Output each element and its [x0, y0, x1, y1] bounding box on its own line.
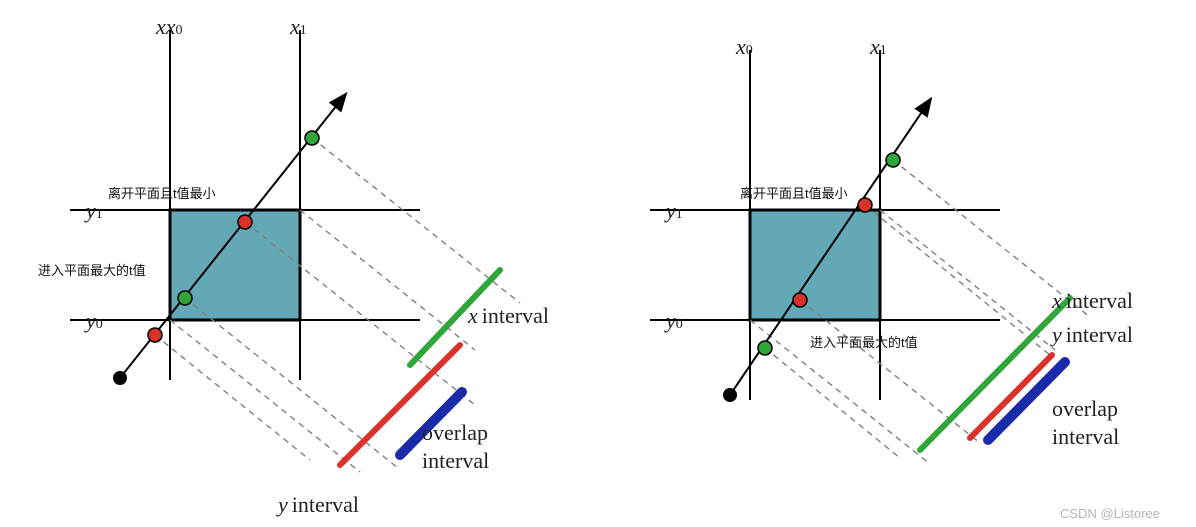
right-exit-annotation: 离开平面且t值最小: [740, 183, 848, 202]
watermark: CSDN @Listoree: [1060, 506, 1160, 521]
right-x0-letter: x: [736, 34, 746, 59]
left-x1-letter: x: [290, 14, 300, 39]
right-x0-label: x0: [736, 34, 753, 60]
diagram-stage: xx0 x1 y0 y1 x0 x1 y0 y1 xx intervalinte…: [0, 0, 1196, 527]
left-y0-sub: 0: [96, 317, 103, 332]
right-x1-sub: 1: [880, 43, 887, 58]
left-exit-annotation: 离开平面且t值最小: [108, 183, 216, 202]
left-x-interval-label: xx intervalinterval: [468, 303, 549, 329]
right-x0-sub: 0: [746, 43, 753, 58]
right-y0-letter: y: [666, 308, 676, 333]
left-x1-label: x1: [290, 14, 307, 40]
svg-canvas: [0, 0, 1196, 527]
right-overlap-label-1: overlap: [1052, 396, 1118, 422]
right-y-interval-label: yinterval: [1052, 322, 1133, 348]
left-x0-sub: 0: [176, 23, 183, 38]
right-y0-sub: 0: [676, 317, 683, 332]
right-x1-label: x1: [870, 34, 887, 60]
right-x1-letter: x: [870, 34, 880, 59]
right-x-interval-label: xinterval: [1052, 288, 1133, 314]
right-y1-label: y1: [666, 198, 683, 224]
right-overlap-label-2: interval: [1052, 424, 1119, 450]
left-overlap-label-2: interval: [422, 448, 489, 474]
right-y1-sub: 1: [676, 207, 683, 222]
left-y0-label: y0: [86, 308, 103, 334]
left-y-interval-label: yinterval: [278, 492, 359, 518]
left-y0-letter: y: [86, 308, 96, 333]
left-x1-sub: 1: [300, 23, 307, 38]
right-y1-letter: y: [666, 198, 676, 223]
left-y1-letter: y: [86, 198, 96, 223]
left-x0-letter: x: [166, 14, 176, 39]
left-overlap-label-1: overlap: [422, 420, 488, 446]
left-x0-label: xx0: [156, 14, 183, 40]
right-y0-label: y0: [666, 308, 683, 334]
right-enter-annotation: 进入平面最大的t值: [810, 332, 918, 351]
left-enter-annotation: 进入平面最大的t值: [38, 260, 146, 279]
left-y1-sub: 1: [96, 207, 103, 222]
left-y1-label: y1: [86, 198, 103, 224]
